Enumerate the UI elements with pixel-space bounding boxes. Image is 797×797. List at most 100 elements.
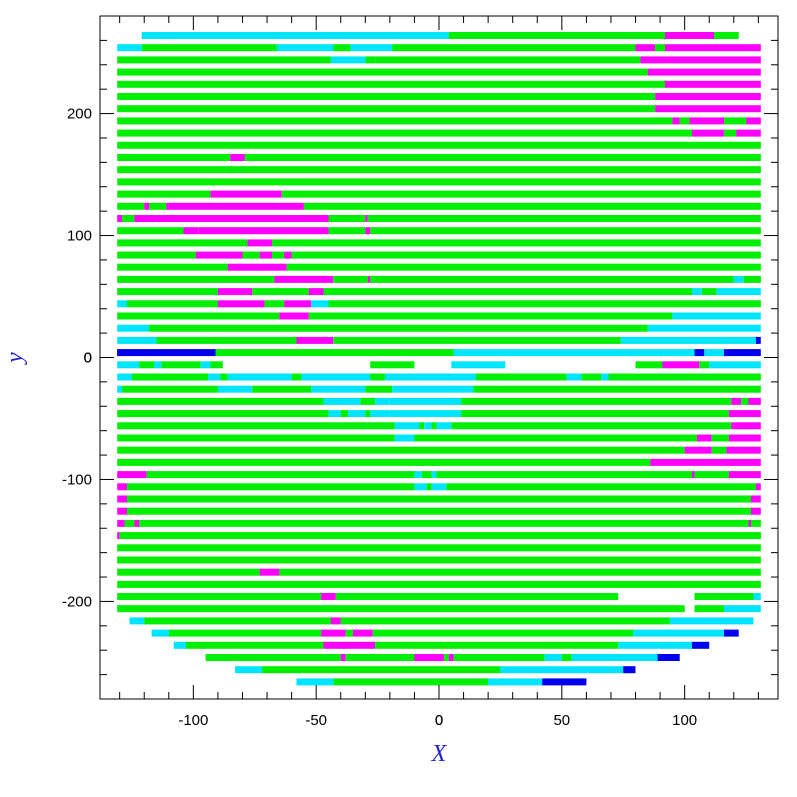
strip-segment — [168, 629, 322, 637]
strip-segment — [117, 288, 218, 296]
x-tick-label: -50 — [305, 712, 327, 729]
strip-segment — [272, 239, 761, 247]
strip-segment — [311, 385, 366, 393]
strip-segment — [117, 129, 692, 137]
strip-segment — [370, 275, 734, 283]
strip-segment — [117, 507, 127, 515]
strip-segment — [117, 190, 211, 198]
strip-segment — [375, 56, 641, 64]
strip-segment — [647, 68, 761, 76]
strip-segment — [448, 32, 665, 39]
strip-segment — [360, 397, 376, 405]
strip-segment — [183, 227, 199, 235]
strip-segment — [753, 593, 761, 600]
strip-segment — [694, 593, 754, 600]
strip-segment — [117, 544, 761, 552]
strip-segment — [370, 361, 415, 369]
strip-segment — [561, 654, 572, 661]
strip-segment — [755, 336, 761, 344]
strip-segment — [215, 349, 454, 357]
strip-segment — [129, 312, 280, 320]
strip-segment — [173, 641, 186, 649]
strip-segment — [124, 519, 135, 527]
strip-segment — [365, 227, 371, 235]
strip-segment — [117, 324, 150, 332]
strip-segment — [296, 336, 334, 344]
strip-segment — [279, 568, 761, 576]
strip-segment — [665, 80, 761, 88]
strip-segment — [122, 215, 135, 222]
y-axis-title: y — [2, 352, 28, 365]
strip-segment — [117, 519, 125, 527]
strip-segment — [117, 385, 123, 393]
strip-segment — [117, 215, 123, 222]
strip-segment — [733, 422, 761, 430]
strip-segment — [751, 507, 761, 515]
strip-segment — [370, 373, 385, 381]
strip-segment — [640, 56, 761, 64]
strip-segment — [311, 300, 329, 308]
strip-segment — [117, 154, 231, 161]
strip-segment — [244, 154, 761, 161]
strip-segment — [217, 385, 253, 393]
strip-segment — [117, 227, 184, 235]
strip-segment — [335, 593, 619, 600]
strip-segment — [117, 68, 648, 76]
strip-segment — [488, 678, 543, 686]
strip-segment — [655, 44, 665, 52]
x-tick-label: 0 — [435, 712, 443, 729]
strip-segment — [217, 300, 265, 308]
strip-segment — [151, 629, 169, 637]
strip-segment — [186, 641, 324, 649]
strip-segment — [475, 373, 567, 381]
strip-segment — [431, 483, 447, 491]
strip-segment — [431, 422, 437, 430]
strip-segment — [716, 288, 761, 296]
strip-segment — [461, 410, 729, 418]
strip-segment — [348, 410, 366, 418]
strip-segment — [665, 44, 761, 52]
strip-segment — [647, 324, 761, 332]
strip-segment — [117, 556, 761, 564]
strip-segment — [443, 654, 449, 661]
strip-segment — [704, 349, 724, 357]
strip-segment — [340, 654, 346, 661]
strip-segment — [372, 629, 634, 637]
strip-segment — [117, 373, 132, 381]
strip-segment — [296, 678, 334, 686]
strip-segment — [650, 458, 761, 466]
strip-segment — [117, 105, 656, 113]
strip-segment — [117, 141, 761, 149]
strip-segment — [117, 166, 761, 174]
strip-segment — [741, 397, 749, 405]
strip-segment — [370, 410, 390, 418]
strip-segment — [692, 641, 710, 649]
strip-segment — [436, 471, 692, 479]
strip-segment — [208, 373, 221, 381]
strip-segment — [414, 483, 427, 491]
strip-segment — [365, 215, 368, 222]
strip-segment — [122, 385, 218, 393]
strip-segment — [694, 349, 705, 357]
strip-segment — [227, 263, 287, 271]
strip-segment — [161, 361, 201, 369]
strip-segment — [345, 629, 354, 637]
strip-segment — [473, 385, 761, 393]
strip-segment — [195, 251, 243, 259]
strip-segment — [129, 458, 157, 466]
strip-segment — [340, 617, 670, 625]
strip-segment — [308, 312, 673, 320]
strip-segment — [230, 154, 245, 161]
strip-segment — [117, 458, 130, 466]
strip-segment — [127, 300, 218, 308]
strip-segment — [370, 227, 761, 235]
x-tick-label: 50 — [553, 712, 570, 729]
strip-segment — [117, 44, 142, 52]
strip-segment — [728, 434, 761, 442]
strip-segment — [751, 519, 761, 527]
strip-segment — [259, 568, 280, 576]
strip-segment — [134, 215, 329, 222]
strip-segment — [117, 251, 196, 259]
strip-segment — [330, 617, 341, 625]
